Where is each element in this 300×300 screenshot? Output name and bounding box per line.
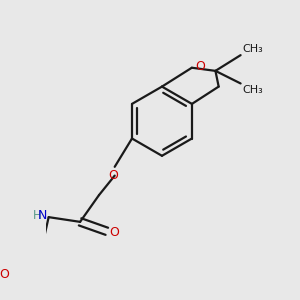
Text: O: O <box>195 60 205 73</box>
Text: O: O <box>110 226 119 239</box>
Text: N: N <box>38 209 47 222</box>
Text: O: O <box>108 169 118 182</box>
Text: CH₃: CH₃ <box>242 44 263 54</box>
Text: H: H <box>33 209 42 222</box>
Text: CH₃: CH₃ <box>242 85 263 95</box>
Text: O: O <box>0 268 10 281</box>
